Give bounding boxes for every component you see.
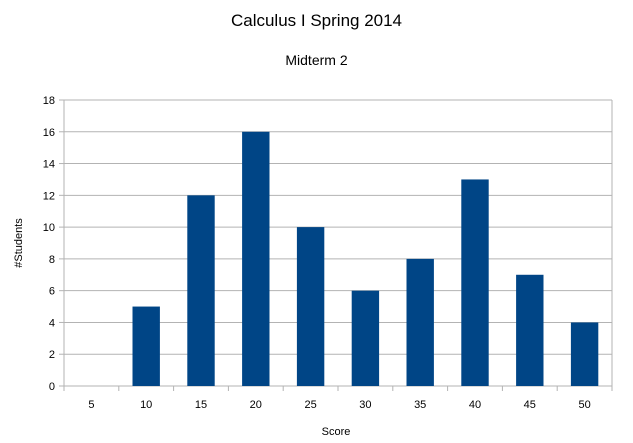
bar-25 [296, 227, 325, 386]
bar-45 [516, 274, 544, 386]
x-tick-label: 15 [195, 399, 207, 411]
y-tick-label: 10 [43, 222, 55, 234]
x-tick-label: 20 [250, 399, 262, 411]
y-tick-label: 8 [49, 254, 55, 266]
x-tick-label: 40 [469, 399, 481, 411]
x-tick-label: 25 [304, 399, 316, 411]
x-tick-label: 10 [140, 399, 152, 411]
x-tick-label: 45 [524, 399, 536, 411]
x-tick-label: 50 [578, 399, 590, 411]
bar-10 [132, 306, 160, 386]
x-tick-label: 30 [359, 399, 371, 411]
y-tick-label: 6 [49, 286, 55, 298]
y-tick-label: 2 [49, 349, 55, 361]
bar-20 [242, 131, 270, 386]
y-tick-label: 0 [49, 381, 55, 393]
bar-40 [461, 179, 489, 386]
y-tick-labels: 0 2 4 6 8 10 12 14 16 18 [43, 95, 55, 393]
y-tick-label: 16 [43, 127, 55, 139]
bar-30 [351, 290, 380, 386]
y-tick-label: 14 [43, 159, 55, 171]
x-tick-labels: 5 10 15 20 25 30 35 40 45 50 [88, 399, 590, 411]
x-tick-label: 5 [88, 399, 94, 411]
bars [132, 131, 599, 386]
y-tick-label: 4 [49, 317, 55, 329]
chart-title: Calculus I Spring 2014 [230, 11, 403, 30]
bar-50 [570, 322, 599, 386]
y-tick-label: 18 [43, 95, 55, 107]
y-tick-label: 12 [43, 190, 55, 202]
bar-35 [406, 258, 434, 386]
x-axis-label: Score [322, 426, 351, 438]
y-axis-label: #Students [13, 218, 25, 268]
axes [59, 99, 613, 391]
bar-15 [187, 195, 215, 386]
x-tick-label: 35 [414, 399, 426, 411]
chart-subtitle: Midterm 2 [285, 52, 348, 68]
